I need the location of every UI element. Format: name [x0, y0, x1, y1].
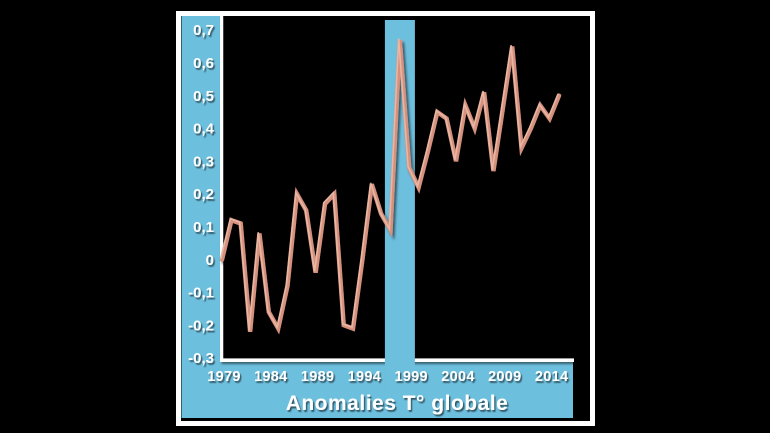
y-tick-label: 0,6 [193, 55, 214, 72]
y-tick-label: 0 [206, 252, 214, 269]
temperature-line-group [219, 38, 562, 335]
x-tick-label: 2009 [488, 369, 521, 385]
x-tick-label: 1994 [348, 369, 381, 385]
y-tick-label: -0,1 [188, 285, 214, 302]
y-tick-label: 0,4 [193, 121, 215, 138]
y-tick-label: -0,2 [188, 317, 214, 334]
x-tick-label: 1999 [394, 369, 427, 385]
x-tick-label: 2014 [535, 369, 568, 385]
x-tick-label: 1989 [301, 369, 334, 385]
y-tick-label: 0,2 [193, 186, 214, 203]
temperature-line-highlight [220, 38, 559, 331]
y-axis-border-line [220, 16, 224, 362]
x-tick-label: 1984 [254, 369, 287, 385]
y-tick-label: 0,7 [193, 22, 214, 39]
x-tick-label: 2004 [441, 369, 474, 385]
chart-title: Anomalies T° globale [286, 392, 509, 415]
y-axis-band [181, 16, 220, 418]
temperature-line [219, 39, 562, 335]
y-axis-tick-labels: 0,7 0,6 0,5 0,4 0,3 0,2 0,1 0 -0,1 -0,2 -0,3 [188, 22, 215, 367]
x-axis-band [181, 362, 573, 418]
y-tick-label: 0,3 [193, 153, 214, 170]
y-tick-label: -0,3 [188, 350, 214, 367]
x-axis-tick-labels: 1979 1984 1989 1994 1999 2004 2009 2014 [207, 369, 568, 385]
x-tick-label: 1979 [207, 369, 240, 385]
y-tick-label: 0,1 [193, 219, 214, 236]
y-tick-label: 0,5 [193, 88, 214, 105]
